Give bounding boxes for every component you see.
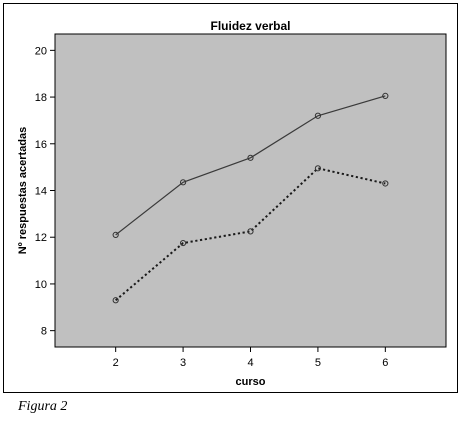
y-tick-label: 16	[35, 139, 47, 151]
x-tick-label: 3	[180, 357, 186, 369]
series-2-point	[179, 239, 187, 247]
series-2-line	[115, 167, 386, 302]
y-tick-label: 12	[35, 232, 47, 244]
y-tick-label: 14	[35, 186, 47, 198]
chart-title: Fluidez verbal	[210, 19, 290, 33]
series-1-point	[382, 92, 389, 99]
x-tick-label: 4	[247, 357, 253, 369]
series-layer	[112, 92, 389, 304]
figure-caption: Figura 2	[18, 399, 68, 414]
y-tick-label: 18	[35, 92, 47, 104]
y-tick-label: 8	[41, 326, 47, 338]
x-axis: 2 3 4 5 6	[113, 347, 388, 369]
y-axis: 8 10 12 14 16 18 20	[35, 45, 55, 338]
series-2-point	[314, 165, 322, 172]
x-tick-label: 5	[315, 357, 321, 369]
series-2-point	[112, 297, 119, 304]
series-1-point	[247, 154, 254, 161]
series-1-line	[115, 95, 386, 236]
plot-area	[54, 33, 447, 348]
x-axis-title: curso	[236, 376, 266, 388]
y-axis-title: Nº respuestas acertadas	[17, 127, 29, 255]
series-2-point	[247, 228, 254, 235]
x-tick-label: 6	[382, 357, 388, 369]
series-1-point	[314, 112, 322, 119]
y-tick-label: 20	[35, 45, 47, 57]
series-1-point	[112, 231, 119, 238]
x-tick-label: 2	[113, 357, 119, 369]
series-2-point	[382, 180, 389, 187]
series-1-point	[179, 179, 187, 186]
y-tick-label: 10	[35, 279, 47, 291]
